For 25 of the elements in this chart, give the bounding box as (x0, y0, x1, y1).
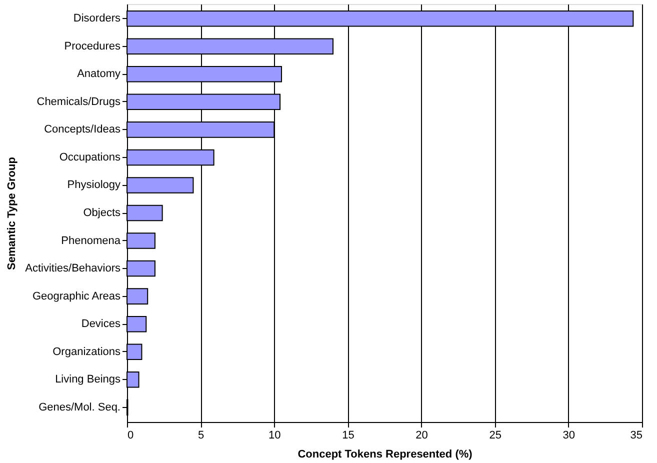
y-tick-label: Organizations (52, 346, 121, 358)
x-tick-label: 0 (128, 430, 134, 442)
y-tick-label: Activities/Behaviors (25, 262, 121, 275)
y-tick-label: Concepts/Ideas (44, 124, 121, 136)
x-axis-title: Concept Tokens Represented (%) (298, 448, 473, 460)
y-tick-label: Phenomena (61, 234, 122, 247)
y-tick-label: Genes/Mol. Seq. (38, 401, 120, 414)
y-tick-label: Disorders (73, 12, 121, 25)
y-tick-label: Geographic Areas (32, 290, 121, 302)
x-tick-label: 5 (198, 430, 204, 442)
x-tick-label: 25 (489, 430, 502, 442)
y-tick-label: Physiology (67, 179, 121, 192)
x-tick-label: 35 (630, 430, 642, 442)
x-tick-label: 10 (268, 430, 281, 442)
y-tick-label: Devices (81, 318, 121, 330)
y-tick-label: Living Beings (55, 374, 121, 386)
x-tick-label: 30 (562, 430, 576, 442)
y-tick-label: Procedures (64, 40, 121, 52)
y-tick-label: Occupations (59, 151, 121, 164)
x-tick-label: 15 (342, 430, 354, 442)
y-tick-label: Chemicals/Drugs (36, 96, 121, 108)
y-tick-label: Anatomy (77, 68, 121, 80)
y-axis-title: Semantic Type Group (6, 156, 18, 270)
y-tick-label: Objects (83, 207, 121, 219)
x-tick-label: 20 (416, 430, 428, 442)
